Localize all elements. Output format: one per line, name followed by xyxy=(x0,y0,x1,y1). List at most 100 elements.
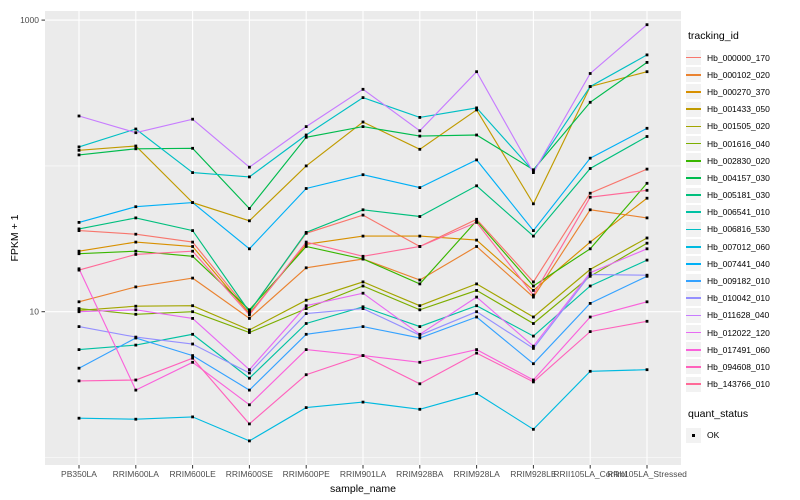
data-point xyxy=(248,439,251,443)
data-point xyxy=(361,257,365,261)
legend-key-line-swatch xyxy=(686,211,701,214)
legend-item-label: Hb_007012_060 xyxy=(707,241,770,252)
data-point xyxy=(77,227,81,231)
legend-key-box xyxy=(686,118,701,134)
legend-key-line-swatch xyxy=(686,280,701,282)
data-point xyxy=(191,201,194,204)
data-point xyxy=(475,304,478,308)
data-point xyxy=(475,289,478,292)
x-axis-tick-label: RRII105LA_Control xyxy=(553,469,627,479)
data-point xyxy=(361,254,365,258)
data-point xyxy=(248,331,251,334)
legend-key-box xyxy=(686,221,701,237)
legend-item-Hb_010042_010: Hb_010042_010 xyxy=(686,290,798,307)
legend-key-line-swatch xyxy=(686,348,701,351)
data-point xyxy=(304,245,308,248)
data-point xyxy=(645,188,649,192)
legend-item-label: Hb_012022_120 xyxy=(707,327,770,338)
data-point xyxy=(475,108,478,112)
legend-item-label: Hb_010042_010 xyxy=(707,293,770,304)
data-point xyxy=(645,216,649,220)
data-point xyxy=(361,173,365,177)
legend-key-box xyxy=(686,273,701,289)
legend-item-Hb_000102_020: Hb_000102_020 xyxy=(686,66,798,83)
data-point xyxy=(248,175,251,179)
data-point xyxy=(475,221,478,224)
x-axis-tick-label: RRIM901LA xyxy=(340,469,387,479)
legend-key-line-swatch xyxy=(686,159,701,162)
data-point xyxy=(361,291,365,295)
legend-item-Hb_011628_040: Hb_011628_040 xyxy=(686,307,798,324)
legend-item-Hb_007012_060: Hb_007012_060 xyxy=(686,238,798,255)
legend-item-label: Hb_006816_530 xyxy=(707,224,770,235)
legend-item-quant-ok: OK xyxy=(686,427,798,444)
data-point xyxy=(361,307,365,310)
data-point xyxy=(645,368,649,372)
data-point xyxy=(77,252,81,256)
data-point xyxy=(588,369,592,373)
data-point xyxy=(475,219,478,223)
data-point xyxy=(532,427,535,431)
data-point xyxy=(77,379,81,383)
legend-item-label: Hb_002830_020 xyxy=(707,155,770,166)
data-point xyxy=(361,234,365,238)
legend-key-line-swatch xyxy=(686,177,701,179)
data-point xyxy=(475,238,478,242)
data-point xyxy=(77,114,81,118)
data-point xyxy=(532,334,535,338)
data-point xyxy=(588,268,592,271)
data-point xyxy=(588,274,592,278)
data-point xyxy=(77,416,81,420)
data-point xyxy=(361,280,365,284)
data-point xyxy=(475,133,478,137)
legend-item-Hb_000000_170: Hb_000000_170 xyxy=(686,49,798,66)
data-point xyxy=(475,158,478,162)
data-point xyxy=(77,145,81,149)
data-point xyxy=(361,213,365,217)
data-point xyxy=(134,308,138,312)
data-point xyxy=(588,100,592,104)
data-point xyxy=(248,219,251,223)
legend-item-Hb_001616_040: Hb_001616_040 xyxy=(686,135,798,152)
legend-key-box xyxy=(686,136,701,152)
data-point xyxy=(418,332,422,336)
data-point xyxy=(361,87,365,91)
data-point xyxy=(361,400,365,404)
data-point xyxy=(418,325,422,328)
data-point xyxy=(645,61,649,64)
data-point xyxy=(77,310,81,314)
data-point xyxy=(361,354,365,357)
legend-key-line-swatch xyxy=(686,194,701,196)
legend-key-square-swatch xyxy=(691,433,696,438)
data-point xyxy=(588,240,592,244)
data-point xyxy=(418,147,422,151)
data-point xyxy=(588,271,592,275)
data-point xyxy=(645,241,649,245)
y-axis-tick-label: 1000 xyxy=(20,15,39,25)
data-point xyxy=(248,308,251,312)
data-point xyxy=(77,153,81,157)
data-point xyxy=(134,343,138,347)
legend-key-box xyxy=(686,84,701,100)
data-point xyxy=(418,282,422,286)
data-point xyxy=(134,205,138,209)
data-point xyxy=(588,156,592,160)
data-point xyxy=(645,273,649,277)
y-axis-title: FPKM + 1 xyxy=(9,214,21,262)
data-point xyxy=(645,23,649,27)
data-point xyxy=(588,85,592,88)
legend-key-line-swatch xyxy=(686,314,701,317)
legend-title-tracking-id: tracking_id xyxy=(688,30,739,42)
data-point xyxy=(475,184,478,188)
data-point xyxy=(588,191,592,195)
data-point xyxy=(418,116,422,119)
legend-item-label: Hb_094608_010 xyxy=(707,361,770,372)
data-point xyxy=(361,284,365,288)
legend-item-label: Hb_001505_020 xyxy=(707,121,770,132)
data-point xyxy=(475,351,478,355)
data-point xyxy=(134,232,138,236)
data-point xyxy=(304,240,308,244)
data-point xyxy=(248,328,251,332)
data-point xyxy=(77,268,81,272)
x-axis-tick-label: PB350LA xyxy=(61,469,97,479)
